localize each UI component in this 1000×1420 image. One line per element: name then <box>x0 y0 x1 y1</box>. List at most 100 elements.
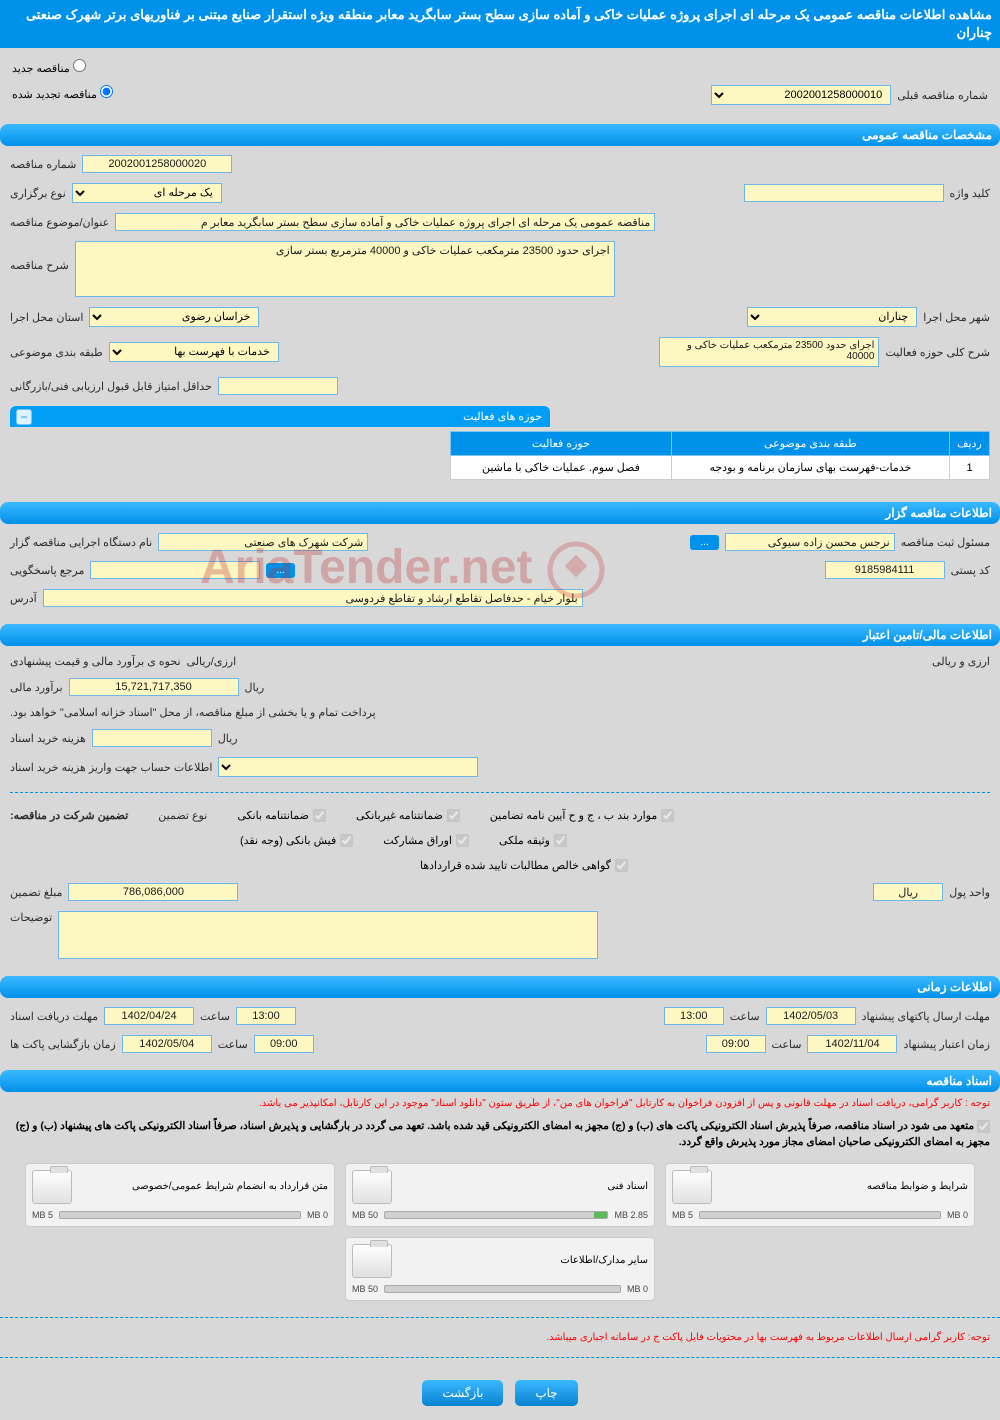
back-button[interactable]: بازگشت <box>422 1380 503 1406</box>
page-root: مشاهده اطلاعات مناقصه عمومی یک مرحله ای … <box>0 0 1000 1420</box>
prev-num-select[interactable]: 2002001258000010 <box>711 85 891 105</box>
category-select[interactable]: خدمات با فهرست بها <box>109 342 279 362</box>
subject-label: عنوان/موضوع مناقصه <box>10 216 109 229</box>
check-cert[interactable]: گواهی خالص مطالبات تایید شده قراردادها <box>420 859 628 872</box>
activity-table: ردیف طبقه بندی موضوعی حوزه فعالیت 1 خدما… <box>450 431 990 480</box>
main-title-bar: مشاهده اطلاعات مناقصه عمومی یک مرحله ای … <box>0 0 1000 48</box>
province-select[interactable]: خراسان رضوی <box>89 307 259 327</box>
keyword-field[interactable] <box>744 184 944 202</box>
section-general-header: مشخصات مناقصه عمومی <box>0 124 1000 146</box>
divider <box>0 1357 1000 1358</box>
check-cash[interactable]: فیش بانکی (وجه نقد) <box>240 834 353 847</box>
section-holder-header: اطلاعات مناقصه گزار <box>0 502 1000 524</box>
curr-label: ارزی و ریالی <box>932 655 990 668</box>
check-nonbank[interactable]: ضمانتنامه غیربانکی <box>356 809 460 822</box>
min-score-field[interactable] <box>218 377 338 395</box>
doc-card[interactable]: سایر مدارک/اطلاعات 0 MB 50 MB <box>345 1237 655 1301</box>
open-date[interactable] <box>122 1035 212 1053</box>
holding-type-label: نوع برگزاری <box>10 187 66 200</box>
city-select[interactable]: چناران <box>747 307 917 327</box>
activity-table-title: حوزه های فعالیت − <box>10 406 550 427</box>
validity-time[interactable] <box>706 1035 766 1053</box>
commit-checkbox <box>977 1120 990 1133</box>
check-bank[interactable]: ضمانتنامه بانکی <box>237 809 326 822</box>
resp-field[interactable] <box>725 533 895 551</box>
section-finance-header: اطلاعات مالی/تامین اعتبار <box>0 624 1000 646</box>
folder-icon <box>352 1170 392 1204</box>
th-cat: طبقه بندی موضوعی <box>671 432 949 456</box>
collapse-icon[interactable]: − <box>16 409 32 425</box>
tender-number-field[interactable] <box>82 155 232 173</box>
doc-deadline-date[interactable] <box>104 1007 194 1025</box>
tender-type-radio-group: مناقصه جدید شماره مناقصه قبلی 2002001258… <box>0 48 1000 116</box>
storage-bar <box>384 1285 621 1293</box>
doc-card[interactable]: اسناد فنی 2.85 MB 50 MB <box>345 1163 655 1227</box>
contact-field[interactable] <box>90 561 260 579</box>
tender-number-label: شماره مناقصه <box>10 158 76 171</box>
storage-bar <box>59 1211 301 1219</box>
section-finance-body: ارزی و ریالی ارزی/ریالی نحوه ی برآورد ما… <box>0 646 1000 968</box>
doc-card[interactable]: متن قرارداد به انضمام شرایط عمومی/خصوصی … <box>25 1163 335 1227</box>
guarantee-amount-label: مبلغ تضمین <box>10 886 62 899</box>
payment-note: پرداخت تمام و یا بخشی از مبلغ مناقصه، از… <box>10 706 376 719</box>
th-row: ردیف <box>950 432 990 456</box>
contact-label: مرجع پاسخگویی <box>10 564 84 577</box>
radio-renewed[interactable] <box>100 85 113 98</box>
print-button[interactable]: چاپ <box>515 1380 577 1406</box>
doc-deadline-time[interactable] <box>236 1007 296 1025</box>
section-time-header: اطلاعات زمانی <box>0 976 1000 998</box>
desc-textarea[interactable]: اجرای حدود 23500 مترمکعب عملیات خاکی و 4… <box>75 241 615 297</box>
holding-type-select[interactable]: یک مرحله ای <box>72 183 222 203</box>
contact-dots-button[interactable]: ... <box>266 563 294 578</box>
keyword-label: کلید واژه <box>950 187 990 200</box>
currency-unit-label: واحد پول <box>949 886 990 899</box>
storage-bar <box>384 1211 608 1219</box>
th-scope: حوزه فعالیت <box>451 432 672 456</box>
estimate-label: برآورد مالی <box>10 681 63 694</box>
estimate-field[interactable] <box>69 678 239 696</box>
prev-num-label: شماره مناقصه قبلی <box>897 89 988 102</box>
radio-new[interactable] <box>73 59 86 72</box>
postal-field[interactable] <box>825 561 945 579</box>
folder-icon <box>32 1170 72 1204</box>
subject-field[interactable] <box>115 213 655 231</box>
storage-bar <box>699 1211 941 1219</box>
scope-field[interactable]: اجرای حدود 23500 مترمکعب عملیات خاکی و 4… <box>659 337 879 367</box>
guarantee-amount-field[interactable] <box>68 883 238 901</box>
folder-icon <box>352 1244 392 1278</box>
radio-renewed-label[interactable]: مناقصه تجدید شده <box>12 85 113 101</box>
org-label: نام دستگاه اجرایی مناقصه گزار <box>10 536 152 549</box>
offer-deadline-date[interactable] <box>766 1007 856 1025</box>
validity-date[interactable] <box>807 1035 897 1053</box>
province-label: استان محل اجرا <box>10 311 83 324</box>
guarantee-type-label: نوع تضمین <box>158 809 207 822</box>
offer-deadline-time[interactable] <box>664 1007 724 1025</box>
open-time[interactable] <box>254 1035 314 1053</box>
divider <box>0 1317 1000 1318</box>
org-field[interactable] <box>158 533 368 551</box>
check-bylaw[interactable]: موارد بند ب ، ج و ح آیین نامه تضامین <box>490 809 674 822</box>
min-score-label: حداقل امتیاز قابل قبول ارزیابی فنی/بازرگ… <box>10 380 212 393</box>
resp-label: مسئول ثبت مناقصه <box>901 536 990 549</box>
account-label: اطلاعات حساب جهت واریز هزینه خرید اسناد <box>10 761 212 774</box>
notes-textarea[interactable] <box>58 911 598 959</box>
doc-deadline-label: مهلت دریافت اسناد <box>10 1010 98 1023</box>
doc-card[interactable]: شرایط و ضوابط مناقصه 0 MB 5 MB <box>665 1163 975 1227</box>
address-field[interactable] <box>43 589 583 607</box>
doc-fee-field[interactable] <box>92 729 212 747</box>
category-label: طبقه بندی موضوعی <box>10 346 103 359</box>
radio-new-label[interactable]: مناقصه جدید <box>12 59 86 75</box>
section-holder-body: مسئول ثبت مناقصه ... نام دستگاه اجرایی م… <box>0 524 1000 616</box>
section-time-body: مهلت ارسال پاکتهای پیشنهاد ساعت ساعت مهل… <box>0 998 1000 1062</box>
footer-buttons: چاپ بازگشت <box>0 1366 1000 1420</box>
section-docs-header: اسناد مناقصه <box>0 1070 1000 1092</box>
table-row: 1 خدمات-فهرست بهای سازمان برنامه و بودجه… <box>451 456 990 480</box>
resp-dots-button[interactable]: ... <box>690 535 718 550</box>
account-select[interactable] <box>218 757 478 777</box>
check-property[interactable]: وثیقه ملکی <box>499 834 567 847</box>
currency-unit-field[interactable] <box>873 883 943 901</box>
city-label: شهر محل اجرا <box>923 311 990 324</box>
scope-label: شرح کلی حوزه فعالیت <box>885 346 990 359</box>
check-securities[interactable]: اوراق مشارکت <box>383 834 469 847</box>
folder-icon <box>672 1170 712 1204</box>
